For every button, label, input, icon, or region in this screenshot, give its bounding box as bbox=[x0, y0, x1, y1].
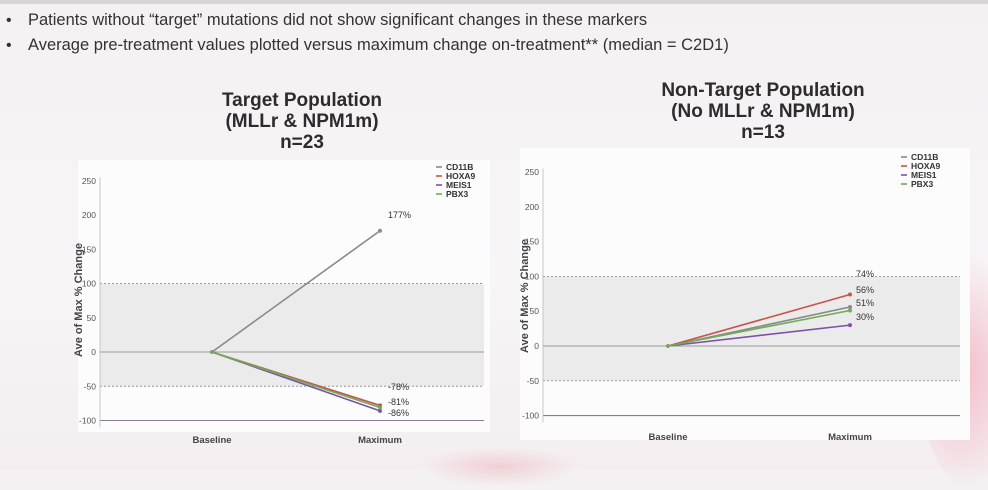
y-tick-label: -50 bbox=[527, 376, 540, 386]
x-tick-label: Maximum bbox=[358, 435, 402, 446]
x-tick-label: Baseline bbox=[648, 432, 687, 443]
legend-label-cd11b: CD11B bbox=[446, 162, 473, 172]
series-line-meis1 bbox=[667, 324, 851, 347]
legend-label-meis1: MEIS1 bbox=[911, 170, 937, 180]
charts-canvas: 250 200 150 100 50 0 -50 -100 Ave of Max % Chang… bbox=[73, 148, 970, 446]
data-point-pbx3-maximum bbox=[848, 308, 852, 313]
legend-label-hoxa9: HOXA9 bbox=[911, 161, 941, 171]
y-tick-label: 200 bbox=[525, 202, 539, 212]
y-tick-label: -100 bbox=[522, 411, 539, 421]
chart-2-title-line2: (No MLLr & NPM1m) bbox=[671, 101, 855, 122]
data-point-pbx3-baseline bbox=[666, 344, 670, 348]
y-tick-label: 150 bbox=[82, 244, 96, 254]
chart-2: 250 200 150 100 50 0 -50 -100 Ave of Max % Chang… bbox=[519, 148, 970, 443]
y-tick-label: 200 bbox=[82, 210, 96, 220]
y-tick-label: 100 bbox=[525, 271, 539, 281]
top-divider bbox=[0, 0, 988, 4]
y-tick-label: 250 bbox=[525, 167, 539, 177]
data-point-pbx3-maximum bbox=[378, 405, 382, 410]
chart-2-title-line1: Non-Target Population bbox=[661, 80, 865, 101]
legend-label-pbx3: PBX3 bbox=[911, 179, 933, 189]
legend-label-hoxa9: HOXA9 bbox=[446, 171, 476, 181]
y-axis-label: Ave of Max % Change bbox=[519, 239, 531, 353]
y-tick-label: 250 bbox=[82, 176, 96, 186]
legend-label-pbx3: PBX3 bbox=[446, 189, 468, 199]
y-tick-label: 50 bbox=[530, 306, 540, 316]
chart-2-title-line3: n=13 bbox=[741, 122, 785, 143]
series-line-pbx3 bbox=[211, 351, 381, 409]
y-tick-label: 0 bbox=[91, 347, 96, 357]
data-point-meis1-maximum bbox=[378, 408, 382, 413]
legend-label-cd11b: CD11B bbox=[911, 152, 938, 162]
data-label: 56% bbox=[856, 285, 874, 295]
chart-1-title-line2: (MLLr & NPM1m) bbox=[225, 111, 379, 132]
data-point-cd11b-maximum bbox=[378, 228, 382, 233]
x-tick-label: Baseline bbox=[192, 435, 231, 446]
data-point-meis1-maximum bbox=[848, 323, 852, 328]
data-label: -78% bbox=[388, 382, 409, 392]
y-tick-label: 0 bbox=[534, 341, 539, 351]
bullet-item-2: Average pre-treatment values plotted ver… bbox=[6, 33, 729, 58]
data-label: 30% bbox=[856, 312, 874, 322]
y-tick-label: -50 bbox=[84, 381, 97, 391]
bullet-item-1: Patients without “target” mutations did … bbox=[6, 8, 729, 33]
x-tick-label: Maximum bbox=[828, 432, 872, 443]
data-point-hoxa9-maximum bbox=[848, 292, 852, 297]
data-label: -81% bbox=[388, 397, 409, 407]
data-label: 74% bbox=[856, 269, 874, 279]
chart-1: 250 200 150 100 50 0 -50 -100 Ave of Max % Chang… bbox=[73, 160, 490, 446]
data-label: -86% bbox=[388, 408, 409, 418]
series-line-hoxa9 bbox=[667, 293, 851, 347]
series-line-cd11b bbox=[211, 230, 381, 353]
y-tick-label: -100 bbox=[79, 416, 96, 426]
chart-1-shaded-band bbox=[100, 283, 484, 387]
chart-1-title-line3: n=23 bbox=[280, 132, 324, 153]
chart-1-title-line1: Target Population bbox=[221, 90, 383, 111]
y-tick-label: 150 bbox=[525, 237, 539, 247]
chart-1-title: Target Population (MLLr & NPM1m) n=23 bbox=[172, 90, 432, 153]
y-tick-label: 50 bbox=[87, 313, 97, 323]
bullet-list: Patients without “target” mutations did … bbox=[6, 8, 729, 58]
chart-2-title: Non-Target Population (No MLLr & NPM1m) … bbox=[618, 80, 908, 143]
data-point-cd11b-maximum bbox=[848, 305, 852, 310]
y-tick-label: 100 bbox=[82, 279, 96, 289]
data-label: 51% bbox=[856, 298, 874, 308]
data-label: 177% bbox=[388, 210, 411, 220]
data-point-pbx3-baseline bbox=[210, 350, 214, 354]
series-line-pbx3 bbox=[667, 309, 851, 347]
y-axis-label: Ave of Max % Change bbox=[73, 243, 85, 357]
legend-label-meis1: MEIS1 bbox=[446, 180, 472, 190]
